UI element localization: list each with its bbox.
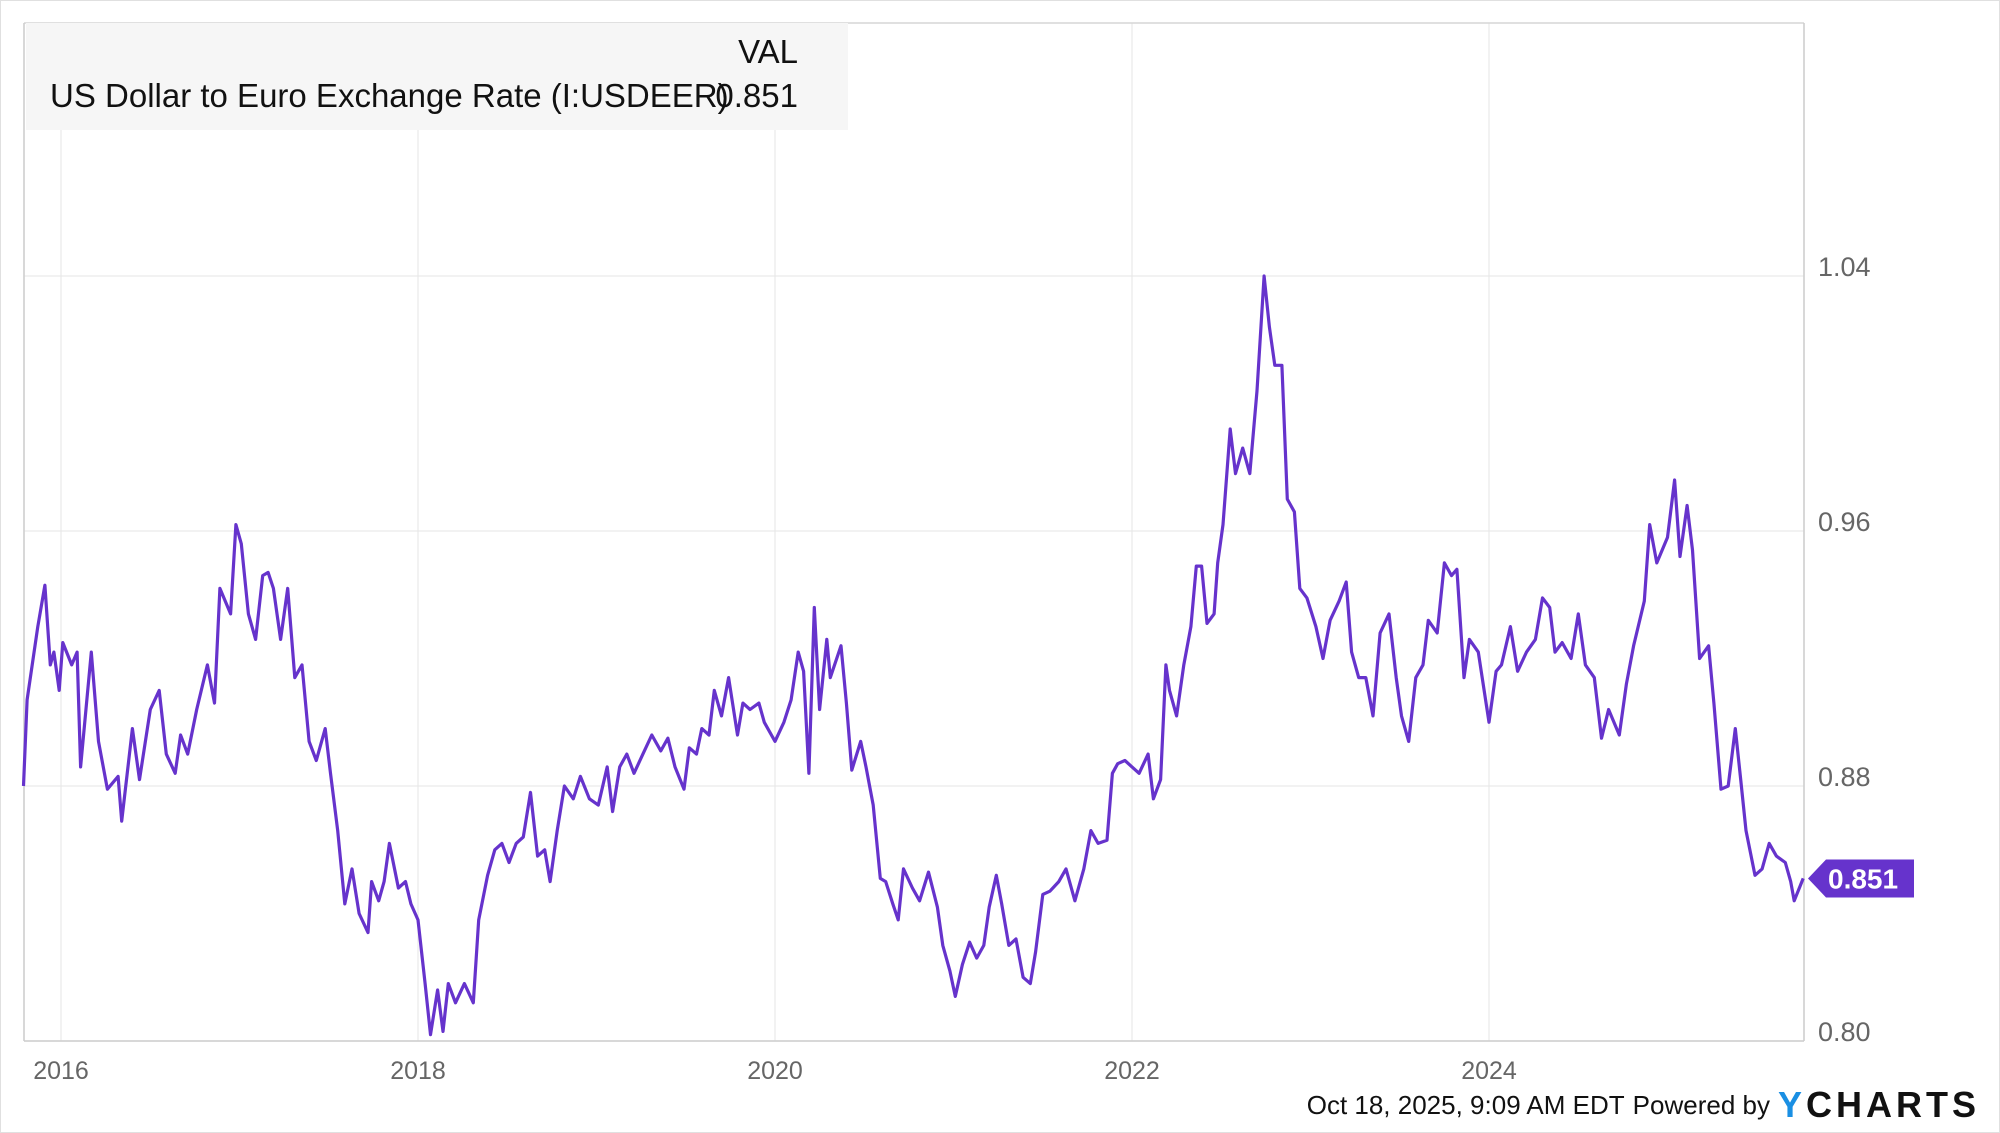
legend-series-value: 0.851 — [715, 77, 798, 114]
last-value-tag-shape — [1808, 859, 1914, 898]
logo-y: Y — [1777, 1084, 1806, 1125]
legend-header: VAL — [738, 33, 798, 70]
x-tick-label: 2018 — [390, 1057, 446, 1085]
legend-series-name: US Dollar to Euro Exchange Rate (I:USDEE… — [50, 77, 729, 114]
y-tick-label: 0.80 — [1818, 1017, 1871, 1047]
tick-labels: 2016 2018 2020 2022 2024 0.80 0.88 0.96 1.04 — [33, 252, 1870, 1085]
last-value-tag-text: 0.851 — [1828, 863, 1898, 894]
x-tick-label: 2024 — [1461, 1057, 1517, 1085]
y-tick-label: 1.04 — [1818, 252, 1871, 282]
series-line-usdeer — [21, 274, 1805, 1037]
powered-by-text: Powered by — [1632, 1089, 1770, 1120]
timestamp: Oct 18, 2025, 9:09 AM EDT — [1306, 1089, 1625, 1120]
x-tick-label: 2016 — [33, 1057, 89, 1085]
footer: Oct 18, 2025, 9:09 AM EDT Powered by YCH… — [1307, 1084, 1980, 1126]
x-tick-label: 2022 — [1104, 1057, 1160, 1085]
grid — [24, 23, 1804, 1041]
y-tick-label: 0.96 — [1818, 507, 1871, 537]
ycharts-logo[interactable]: YCHARTS — [1778, 1084, 1980, 1126]
plot-frame — [23, 22, 1805, 1042]
last-value-tag: 0.851 — [1808, 859, 1914, 898]
y-tick-label: 0.88 — [1818, 762, 1871, 792]
x-tick-label: 2020 — [747, 1057, 803, 1085]
series-group — [21, 274, 1805, 1037]
logo-text: CHARTS — [1806, 1084, 1980, 1125]
legend: VAL US Dollar to Euro Exchange Rate (I:U… — [26, 23, 848, 130]
